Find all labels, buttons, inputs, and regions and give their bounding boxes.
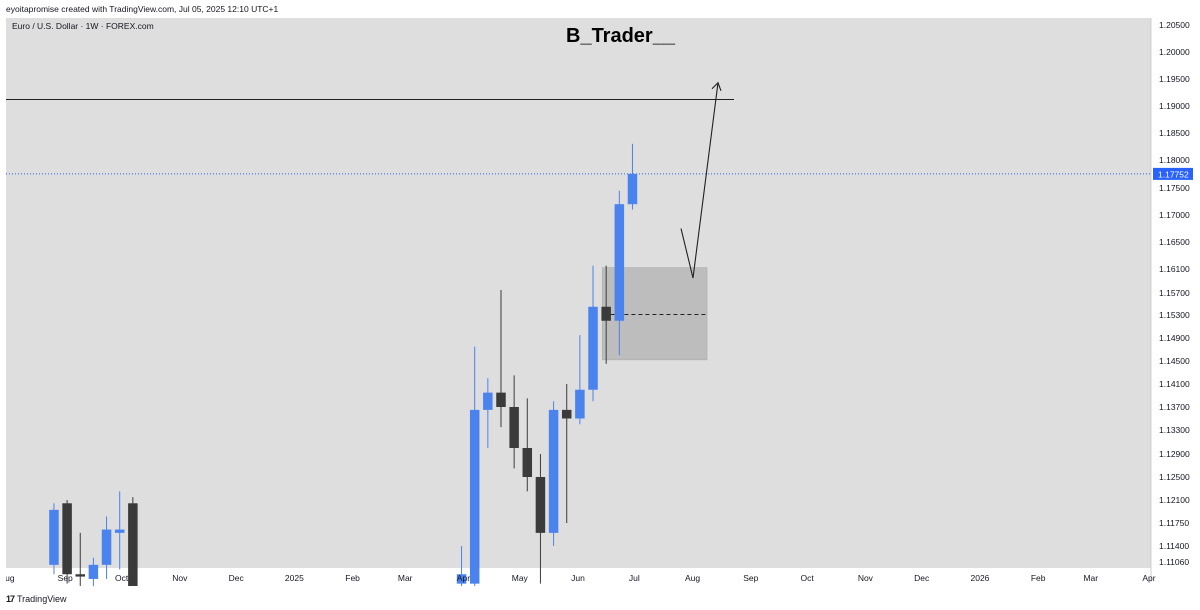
- y-tick-label: 1.19500: [1159, 74, 1190, 84]
- y-tick-label: 1.20500: [1159, 20, 1190, 30]
- x-tick-label: Oct: [115, 573, 129, 583]
- projection-arrowhead: [711, 81, 722, 91]
- y-tick-label: 1.20000: [1159, 47, 1190, 57]
- y-tick-label: 1.16500: [1159, 237, 1190, 247]
- symbol-label: Euro / U.S. Dollar · 1W · FOREX.com: [12, 21, 154, 31]
- candle-body[interactable]: [101, 529, 112, 565]
- x-tick-label: 2025: [285, 573, 304, 583]
- x-tick-label: Feb: [1031, 573, 1046, 583]
- candle-body[interactable]: [588, 306, 598, 390]
- y-tick-label: 1.16100: [1159, 264, 1190, 274]
- x-tick-label: Feb: [345, 573, 360, 583]
- candle-body[interactable]: [561, 409, 572, 419]
- candle-body[interactable]: [483, 392, 493, 410]
- caption-text: eyoitapromise created with TradingView.c…: [6, 4, 279, 14]
- candle-body[interactable]: [614, 204, 625, 321]
- candle-body[interactable]: [496, 392, 506, 407]
- x-tick-label: Mar: [1083, 573, 1098, 583]
- y-tick-label: 1.15700: [1159, 288, 1190, 298]
- y-tick-label: 1.17500: [1159, 183, 1190, 193]
- x-tick-label: Dec: [229, 573, 245, 583]
- x-tick-label: Apr: [1142, 573, 1155, 583]
- chart-caption: eyoitapromise created with TradingView.c…: [0, 0, 1200, 18]
- x-tick-label: Apr: [457, 573, 470, 583]
- y-tick-label: 1.18000: [1159, 155, 1190, 165]
- y-tick-label: 1.12900: [1159, 449, 1190, 459]
- y-tick-label: 1.11400: [1159, 541, 1189, 551]
- x-tick-label: Dec: [914, 573, 930, 583]
- candle-body[interactable]: [62, 503, 72, 575]
- candle-body[interactable]: [522, 448, 533, 477]
- y-tick-label: 1.12100: [1159, 495, 1190, 505]
- footer-brand: TradingView: [17, 594, 67, 604]
- x-tick-label: Mar: [398, 573, 413, 583]
- candle-body[interactable]: [627, 173, 638, 205]
- y-tick-label: 1.14900: [1159, 333, 1190, 343]
- current-price-label: 1.17752: [1158, 169, 1189, 179]
- plot-background: [6, 18, 1151, 568]
- candle-body[interactable]: [509, 407, 519, 448]
- y-tick-label: 1.15300: [1159, 310, 1190, 320]
- x-tick-label: Aug: [685, 573, 700, 583]
- x-tick-label: 2026: [970, 573, 989, 583]
- chart-area[interactable]: B_Trader__ Euro / U.S. Dollar · 1W · FORE…: [6, 18, 1194, 586]
- candle-body[interactable]: [114, 529, 125, 533]
- candle-body[interactable]: [128, 503, 138, 586]
- chart-title: B_Trader__: [566, 25, 676, 47]
- y-tick-label: 1.14100: [1159, 379, 1190, 389]
- x-tick-label: Sep: [743, 573, 758, 583]
- projection-path[interactable]: [680, 82, 719, 279]
- y-tick-label: 1.17000: [1159, 210, 1190, 220]
- x-tick-label: Sep: [58, 573, 73, 583]
- candle-body[interactable]: [456, 574, 467, 584]
- x-tick-label: Nov: [172, 573, 188, 583]
- tradingview-logo-icon: 17: [6, 594, 15, 604]
- tradingview-footer: 17 TradingView: [6, 592, 67, 606]
- x-tick-label: May: [512, 573, 529, 583]
- candlestick-chart[interactable]: B_Trader__ Euro / U.S. Dollar · 1W · FORE…: [6, 18, 1194, 586]
- candle-body[interactable]: [88, 564, 99, 579]
- y-tick-label: 1.13700: [1159, 402, 1190, 412]
- candle-body[interactable]: [469, 409, 480, 584]
- x-tick-label: Jul: [629, 573, 640, 583]
- candle-body[interactable]: [535, 477, 546, 533]
- y-tick-label: 1.14500: [1159, 356, 1190, 366]
- candle-body[interactable]: [601, 306, 611, 321]
- candle-body[interactable]: [75, 574, 86, 577]
- y-tick-label: 1.13300: [1159, 425, 1190, 435]
- y-tick-label: 1.19000: [1159, 101, 1190, 111]
- x-tick-label: Aug: [6, 573, 15, 583]
- candle-body[interactable]: [49, 509, 59, 565]
- x-tick-label: Jun: [571, 573, 585, 583]
- candle-body[interactable]: [548, 409, 559, 533]
- y-tick-label: 1.12500: [1159, 472, 1190, 482]
- x-tick-label: Nov: [858, 573, 874, 583]
- y-tick-label: 1.11060: [1159, 557, 1189, 567]
- candle-body[interactable]: [575, 389, 585, 419]
- current-price-badge: [1153, 167, 1193, 180]
- y-tick-label: 1.18500: [1159, 128, 1190, 138]
- x-tick-label: Oct: [801, 573, 815, 583]
- y-tick-label: 1.11750: [1159, 518, 1189, 528]
